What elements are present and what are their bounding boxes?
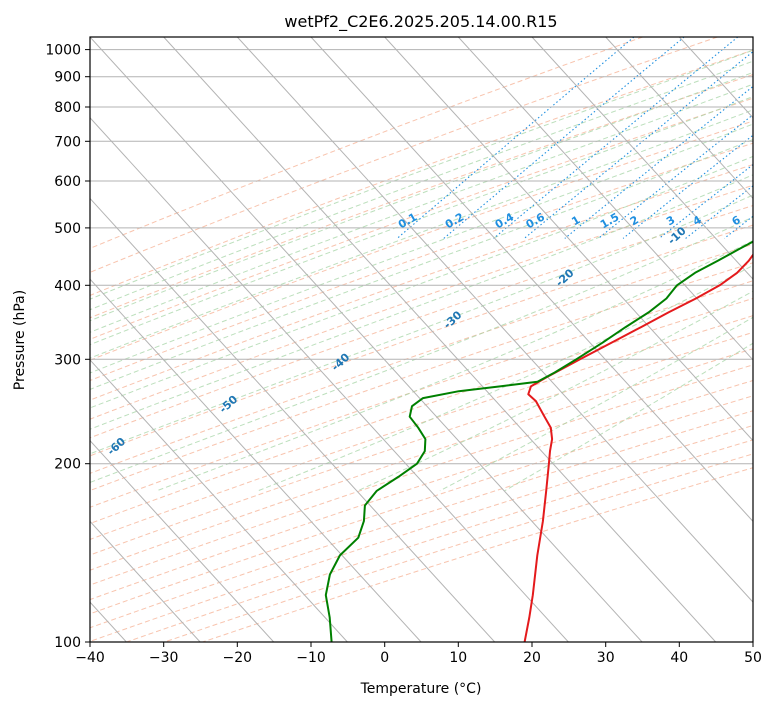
y-tick-label: 300 <box>54 352 81 368</box>
isotherm-line <box>90 278 422 642</box>
dry-adiabat <box>90 315 753 540</box>
mixing-ratio-line <box>443 37 685 239</box>
dry-adiabat <box>90 37 718 273</box>
dewpoint-profile-line <box>324 240 753 642</box>
y-tick-label: 800 <box>54 100 81 116</box>
x-tick-label: 50 <box>744 650 762 666</box>
mixing-ratio-line <box>493 37 739 239</box>
x-tick-label: −10 <box>296 650 326 666</box>
isotherm-line <box>90 520 201 642</box>
moist-adiabat <box>156 240 753 492</box>
isotherm-line <box>90 359 348 642</box>
y-tick-label: 600 <box>54 174 81 190</box>
mixing-ratio-line <box>564 85 753 239</box>
x-tick-label: 10 <box>449 650 467 666</box>
x-tick-label: 30 <box>597 650 615 666</box>
moist-adiabat <box>90 155 753 409</box>
dry-adiabat <box>90 410 753 629</box>
temperature-profile-line <box>523 253 753 642</box>
y-tick-label: 1000 <box>45 43 81 59</box>
isotherm-line <box>163 37 717 642</box>
moist-adiabat <box>90 60 753 311</box>
y-axis-title: Pressure (hPa) <box>12 290 28 390</box>
chart-title: wetPf2_C2E6.2025.205.14.00.R15 <box>284 12 557 32</box>
moist-adiabat <box>90 123 753 374</box>
dry-adiabat <box>90 395 753 615</box>
moist-adiabat <box>90 138 753 390</box>
x-tick-label: −40 <box>75 650 105 666</box>
profile-series <box>324 240 753 642</box>
dry-adiabat <box>90 224 753 457</box>
dry-adiabat <box>90 262 753 492</box>
y-tick-label: 900 <box>54 70 81 86</box>
plot-frame <box>89 36 754 643</box>
isotherm-line <box>90 197 496 642</box>
isotherm-line <box>531 37 753 280</box>
dry-adiabat <box>90 74 753 319</box>
x-axis-title: Temperature (°C) <box>360 681 482 697</box>
x-tick-label: 0 <box>380 650 389 666</box>
y-tick-label: 700 <box>54 134 81 150</box>
dry-adiabat <box>90 49 753 296</box>
isotherm-line <box>236 37 753 603</box>
isotherm-line <box>457 37 753 361</box>
dry-adiabat <box>90 184 753 420</box>
y-tick-label: 200 <box>54 457 81 473</box>
isotherm-line <box>310 37 753 523</box>
isotherm-line <box>384 37 753 442</box>
dry-adiabat <box>90 331 753 556</box>
mixing-ratio-line <box>396 37 635 239</box>
x-tick-label: 20 <box>523 650 541 666</box>
x-axis: −40 −30 −20 −10 0 10 20 30 40 50 <box>75 642 762 666</box>
dry-adiabat <box>90 297 753 525</box>
moist-adiabat <box>90 109 753 359</box>
moist-adiabat <box>90 174 753 430</box>
dry-adiabat <box>90 97 753 340</box>
isotherm-line <box>90 439 275 642</box>
mixing-ratio-line <box>523 50 753 239</box>
moist-adiabat <box>90 49 753 300</box>
dry-adiabat <box>90 142 753 382</box>
y-tick-label: 400 <box>54 278 81 294</box>
y-axis: 1000 900 800 700 600 500 400 300 200 100 <box>45 43 90 651</box>
x-tick-label: −20 <box>223 650 253 666</box>
x-tick-label: −30 <box>149 650 179 666</box>
dry-adiabat <box>90 424 753 642</box>
moist-adiabat <box>90 216 753 483</box>
x-tick-label: 40 <box>670 650 688 666</box>
dry-adiabat <box>90 120 753 361</box>
y-tick-label: 100 <box>54 635 81 651</box>
isotherm-line <box>605 37 753 200</box>
mixing-ratio-line <box>658 163 753 239</box>
plot-background <box>90 37 753 642</box>
dry-adiabat <box>90 37 643 249</box>
isotherm-line <box>90 117 569 642</box>
dry-adiabat <box>90 164 753 401</box>
moist-adiabat <box>90 96 753 346</box>
isotherm-line <box>90 37 643 642</box>
y-tick-label: 500 <box>54 221 81 237</box>
